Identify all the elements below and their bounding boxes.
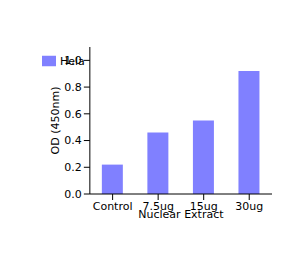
svg-text:0.0: 0.0	[64, 188, 82, 201]
svg-text:Nuclear Extract: Nuclear Extract	[138, 208, 224, 221]
svg-text:OD (450nm): OD (450nm)	[49, 87, 62, 155]
svg-text:Control: Control	[93, 200, 133, 213]
svg-text:1.0: 1.0	[64, 54, 82, 67]
svg-text:0.8: 0.8	[64, 81, 82, 94]
svg-text:0.6: 0.6	[64, 108, 82, 121]
svg-text:0.2: 0.2	[64, 161, 82, 174]
svg-text:0.4: 0.4	[64, 134, 82, 147]
svg-text:30ug: 30ug	[235, 200, 263, 213]
